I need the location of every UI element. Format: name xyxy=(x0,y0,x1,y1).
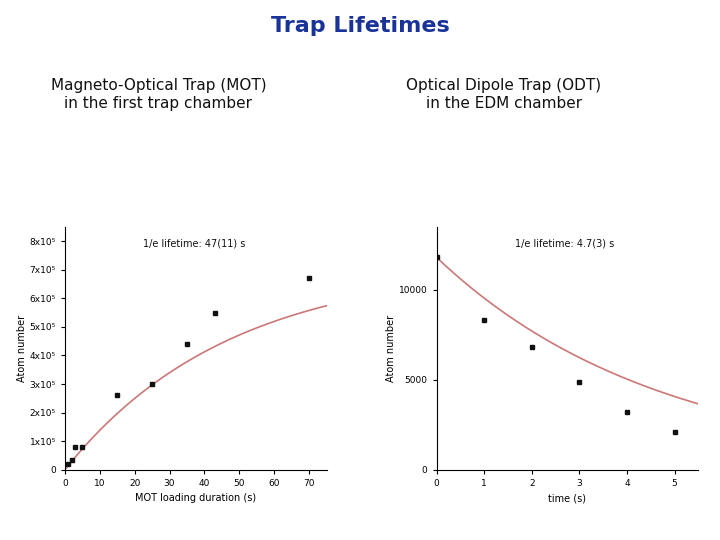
X-axis label: time (s): time (s) xyxy=(549,494,587,503)
Text: Trap Lifetimes: Trap Lifetimes xyxy=(271,16,449,36)
Y-axis label: Atom number: Atom number xyxy=(386,315,396,382)
Text: 1/e lifetime: 4.7(3) s: 1/e lifetime: 4.7(3) s xyxy=(515,239,614,249)
Y-axis label: Atom number: Atom number xyxy=(17,315,27,382)
Text: 1/e lifetime: 47(11) s: 1/e lifetime: 47(11) s xyxy=(143,239,246,249)
Text: Optical Dipole Trap (ODT)
in the EDM chamber: Optical Dipole Trap (ODT) in the EDM cha… xyxy=(406,78,602,111)
X-axis label: MOT loading duration (s): MOT loading duration (s) xyxy=(135,494,256,503)
Text: Magneto-Optical Trap (MOT)
in the first trap chamber: Magneto-Optical Trap (MOT) in the first … xyxy=(50,78,266,111)
